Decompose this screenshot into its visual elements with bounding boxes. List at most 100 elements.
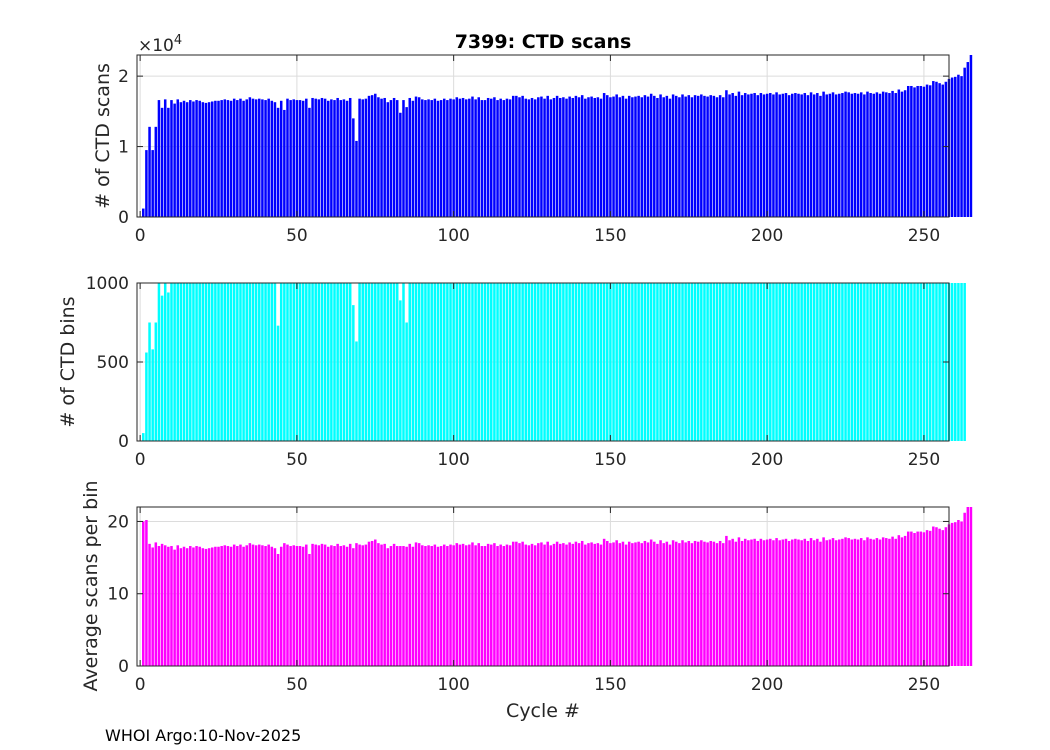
average-x-tick-label: 50 (286, 675, 308, 695)
bins-bar (885, 283, 888, 441)
average-bar (543, 544, 546, 666)
bins-bar (756, 283, 760, 441)
bins-bar (656, 283, 659, 441)
scans-bar (417, 97, 421, 217)
bins-bar (449, 283, 452, 441)
bins-bar (609, 283, 612, 441)
scans-bar (461, 97, 465, 217)
scans-bar (640, 97, 644, 217)
scans-bar (179, 102, 183, 217)
bins-bar (571, 283, 575, 441)
scans-bar (790, 93, 794, 217)
bins-bar (690, 283, 694, 441)
bins-bar (242, 283, 245, 441)
scans-bar (210, 101, 214, 217)
average-bar (505, 544, 509, 666)
bins-x-tick-label: 250 (908, 450, 940, 470)
bins-bar (577, 283, 581, 441)
scans-bar (574, 95, 578, 217)
exponent-power: 4 (174, 33, 182, 48)
average-bar (254, 545, 258, 666)
bins-bar (731, 283, 734, 441)
scans-bar (906, 85, 910, 218)
bins-bar (593, 283, 596, 441)
scans-bar (737, 91, 741, 217)
average-bar (728, 540, 731, 666)
bins-bar (345, 283, 349, 441)
scans-bar (753, 93, 756, 217)
scans-x-tick-label: 100 (437, 226, 469, 246)
average-bar (167, 546, 170, 666)
bins-bar (875, 283, 879, 441)
bins-bar (781, 283, 785, 441)
average-bar (317, 545, 321, 666)
bins-bar (703, 283, 706, 441)
average-bar (558, 543, 562, 666)
bins-bar (700, 283, 703, 441)
scans-bar (816, 93, 819, 217)
average-bar (267, 544, 270, 666)
bins-bar (693, 283, 697, 441)
average-bar (599, 544, 603, 666)
average-bar (245, 545, 248, 666)
average-bar (649, 539, 653, 666)
average-bar (242, 546, 245, 666)
average-bar (624, 544, 628, 666)
bins-bar (562, 283, 565, 441)
bins-bar (718, 283, 722, 441)
average-bar (176, 545, 180, 666)
average-bar (251, 544, 255, 666)
average-bar (499, 544, 502, 666)
average-bar (301, 546, 305, 666)
average-bar (794, 538, 797, 666)
bins-bar (417, 283, 421, 441)
average-bar (894, 538, 897, 666)
average-bar (631, 543, 634, 666)
scans-bar (863, 94, 866, 217)
bins-bar (897, 283, 901, 441)
average-bar (151, 547, 154, 666)
bins-bar (872, 283, 876, 441)
scans-bar (361, 99, 364, 217)
scans-bar (784, 93, 788, 217)
average-bar (838, 539, 841, 666)
scans-bar (787, 95, 791, 217)
average-bar (414, 542, 418, 666)
bins-bar (900, 283, 904, 441)
scans-y-ticks: 0 1 2 (118, 67, 949, 228)
average-bar (938, 528, 941, 666)
average-bar (493, 543, 496, 666)
bins-bar (298, 283, 302, 441)
bins-x-tick-label: 0 (135, 450, 146, 470)
average-bar (490, 544, 493, 666)
bins-bar (214, 283, 217, 441)
bins-bar (822, 283, 825, 441)
bins-bar (891, 283, 894, 441)
average-bar (248, 543, 252, 666)
average-bar (239, 544, 242, 666)
average-bar (816, 538, 819, 666)
scans-bar (812, 94, 816, 217)
bins-bar (935, 283, 938, 441)
average-bar (192, 547, 195, 666)
scans-bar (326, 100, 330, 217)
average-bar (753, 538, 756, 666)
average-bar (179, 548, 183, 666)
bins-bar (565, 283, 568, 441)
scans-bar (627, 95, 631, 217)
average-bar (395, 546, 399, 666)
average-bar (471, 542, 474, 666)
scans-bar (546, 95, 549, 217)
scans-bar (195, 100, 198, 217)
scans-bar (568, 96, 571, 217)
average-bar (515, 541, 518, 666)
scans-bar (684, 96, 687, 217)
scans-bar (743, 93, 747, 217)
bins-bar (615, 283, 618, 441)
scans-x-tick-label: 150 (594, 226, 626, 246)
bins-y-tick-label: 1000 (86, 274, 129, 294)
average-bar (606, 540, 609, 666)
average-bar (264, 546, 267, 666)
average-bar (765, 539, 769, 666)
average-bar (286, 544, 289, 666)
